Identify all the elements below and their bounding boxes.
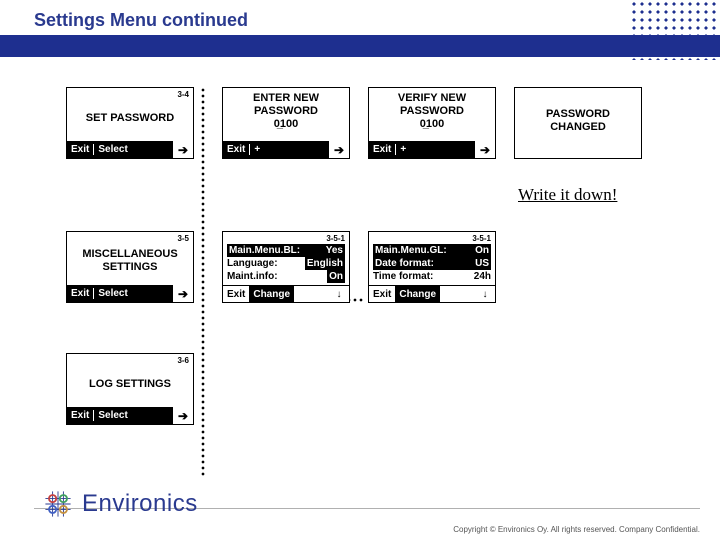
arrow-down-icon[interactable]: ↓ [475,289,495,300]
screen-set-password: 3-4 SET PASSWORD Exit Select ➔ [66,87,194,159]
slide-accent-bar [0,35,720,57]
arrow-down-icon[interactable]: ↓ [329,289,349,300]
dotted-connector [200,87,206,477]
screen-verify-new-password: VERIFY NEW PASSWORD 0̲100 Exit + ➔ [368,87,496,159]
screen-statusbar: Exit Change ↓ [369,285,495,302]
logo-text: Environics [82,490,198,518]
status-exit[interactable]: Exit [223,144,249,155]
status-select[interactable]: Select [93,144,131,155]
setting-key: Date format: [373,257,473,270]
status-select[interactable]: Select [93,288,131,299]
decorative-corner-dots [630,0,720,60]
status-change[interactable]: Change [249,286,294,303]
setting-key: Maint.info: [227,270,327,283]
arrow-right-icon[interactable]: ➔ [475,141,495,158]
setting-key: Main.Menu.GL: [373,244,473,257]
copyright-text: Copyright © Environics Oy. All rights re… [453,525,700,534]
screen-index: 3-5 [177,234,189,243]
screen-password-changed: PASSWORD CHANGED [514,87,642,159]
setting-key: Main.Menu.BL: [227,244,324,257]
screen-enter-new-password: ENTER NEW PASSWORD 0̲100 Exit + ➔ [222,87,350,159]
line2: PASSWORD [254,105,318,117]
status-exit[interactable]: Exit [223,289,249,300]
password-value: 0̲100 [369,118,495,130]
status-change[interactable]: Change [395,286,440,303]
status-exit[interactable]: Exit [67,144,93,155]
setting-key: Language: [227,257,305,270]
screen-statusbar: Exit Select ➔ [67,407,193,424]
line2: PASSWORD [400,105,464,117]
status-exit[interactable]: Exit [369,289,395,300]
settings-list: Main.Menu.BL:Yes Language:English Maint.… [223,244,349,283]
slide-body: 3-4 SET PASSWORD Exit Select ➔ ENTER NEW… [0,57,720,497]
status-exit[interactable]: Exit [67,288,93,299]
status-increment[interactable]: + [249,144,264,155]
setting-value: On [327,270,345,283]
arrow-right-icon[interactable]: ➔ [173,141,193,158]
handwritten-note: Write it down! [518,185,617,205]
screen-statusbar: Exit + ➔ [223,141,349,158]
screen-title: PASSWORD CHANGED [515,108,641,134]
screen-title: VERIFY NEW PASSWORD [369,92,495,118]
screen-log-settings: 3-6 LOG SETTINGS Exit Select ➔ [66,353,194,425]
screen-index: 3-4 [177,90,189,99]
arrow-right-icon[interactable]: ➔ [173,285,193,302]
line2: CHANGED [550,121,606,133]
screen-statusbar: Exit Select ➔ [67,285,193,302]
setting-value: Yes [324,244,345,257]
arrow-right-icon[interactable]: ➔ [329,141,349,158]
screen-misc-details-2: 3-5-1 Main.Menu.GL:On Date format:US Tim… [368,231,496,303]
password-value: 0̲100 [223,118,349,130]
setting-key: Time format: [373,270,474,283]
slide-header: Settings Menu continued [0,0,720,35]
screen-index: 3-6 [177,356,189,365]
slide-title: Settings Menu continued [34,10,720,31]
screen-title: MISCELLANEOUS SETTINGS [67,248,193,274]
slide-footer: Environics Copyright © Environics Oy. Al… [0,478,720,540]
setting-value: US [473,257,491,270]
setting-value: On [473,244,491,257]
line1: MISCELLANEOUS [82,248,177,260]
logo-icon [40,486,76,522]
screen-statusbar: Exit Select ➔ [67,141,193,158]
screen-statusbar: Exit + ➔ [369,141,495,158]
screen-title: SET PASSWORD [67,112,193,125]
status-increment[interactable]: + [395,144,410,155]
arrow-right-icon[interactable]: ➔ [173,407,193,424]
screen-title: LOG SETTINGS [67,378,193,391]
company-logo: Environics [40,486,198,522]
screen-misc-details-1: 3-5-1 Main.Menu.BL:Yes Language:English … [222,231,350,303]
setting-value: English [305,257,345,270]
status-exit[interactable]: Exit [67,410,93,421]
line1: VERIFY NEW [398,92,466,104]
screen-index: 3-5-1 [326,234,345,243]
screen-title: ENTER NEW PASSWORD [223,92,349,118]
status-exit[interactable]: Exit [369,144,395,155]
status-select[interactable]: Select [93,410,131,421]
line1: PASSWORD [546,108,610,120]
line1: ENTER NEW [253,92,319,104]
settings-list: Main.Menu.GL:On Date format:US Time form… [369,244,495,283]
screen-misc-settings: 3-5 MISCELLANEOUS SETTINGS Exit Select ➔ [66,231,194,303]
screen-statusbar: Exit Change ↓ [223,285,349,302]
setting-value: 24h [474,270,491,283]
line2: SETTINGS [102,261,157,273]
screen-index: 3-5-1 [472,234,491,243]
